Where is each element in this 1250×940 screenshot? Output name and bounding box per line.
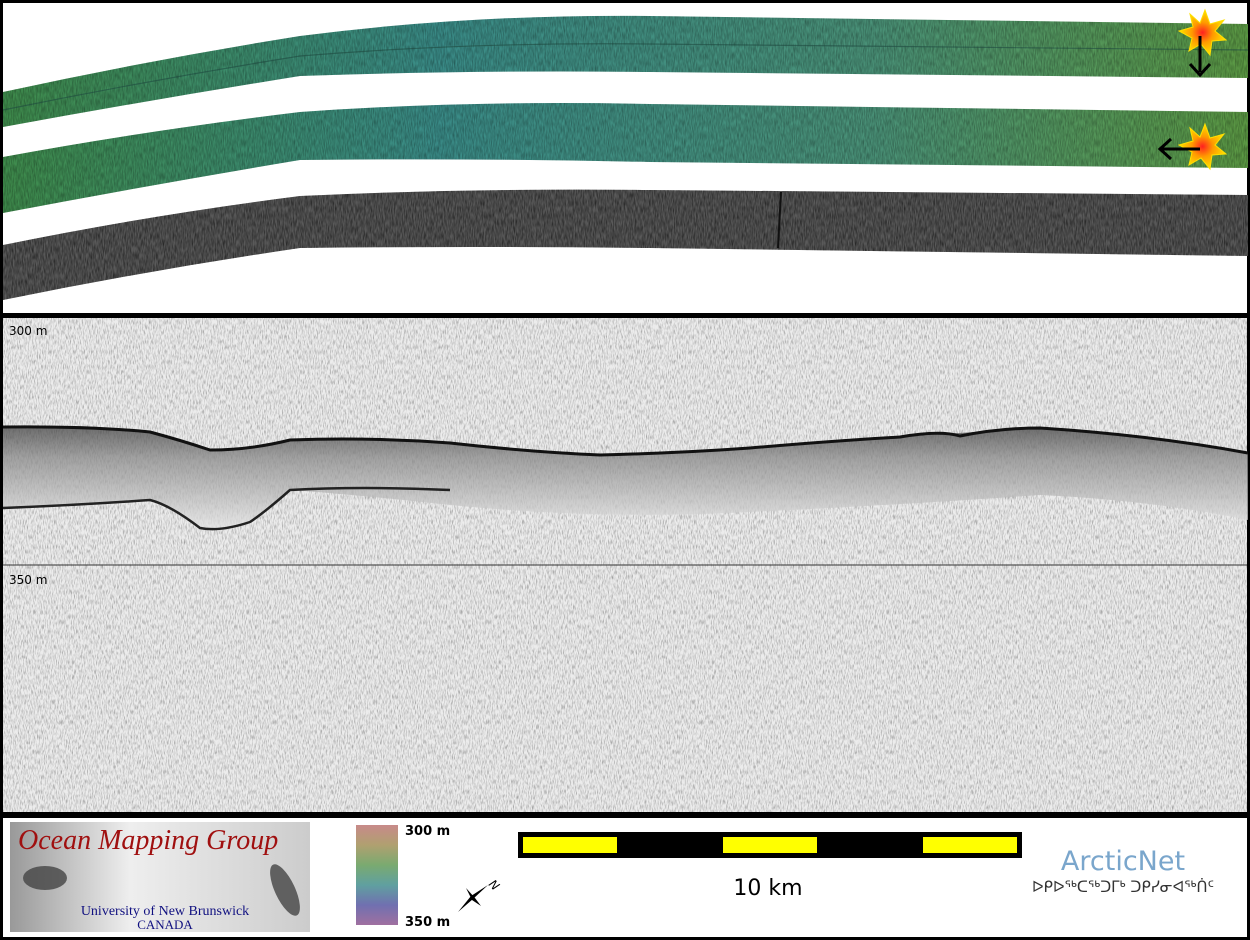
depth-label: 300 m bbox=[9, 324, 47, 338]
logo-title: Ocean Mapping Group bbox=[18, 825, 278, 856]
ogm-logo: Ocean Mapping Group University of New Br… bbox=[10, 822, 310, 932]
logo-country: CANADA bbox=[137, 917, 193, 932]
partner-name: ArcticNet bbox=[1061, 846, 1185, 877]
colorbar-label: 300 m bbox=[405, 824, 450, 839]
swath-middle bbox=[3, 103, 1248, 213]
colorbar bbox=[356, 825, 398, 925]
source-marker-1 bbox=[1177, 8, 1228, 78]
seismic-profile: 300 m 350 m bbox=[2, 318, 1249, 812]
colorbar-label: 350 m bbox=[405, 915, 450, 930]
logo-university: University of New Brunswick bbox=[81, 904, 249, 919]
swath-backscatter bbox=[3, 189, 1248, 300]
scale-label: 10 km bbox=[733, 876, 802, 901]
scale-bar: 10 km bbox=[518, 832, 1022, 901]
swath-upper bbox=[2, 15, 1249, 128]
partner-syllabics: ᐅᑭᐅᖅᑕᖅᑐᒥᒃ ᑐᑭᓯᓂᐊᖅᑏᑦ bbox=[1032, 878, 1214, 896]
depth-label: 350 m bbox=[9, 573, 47, 587]
source-marker-2 bbox=[1157, 122, 1228, 171]
